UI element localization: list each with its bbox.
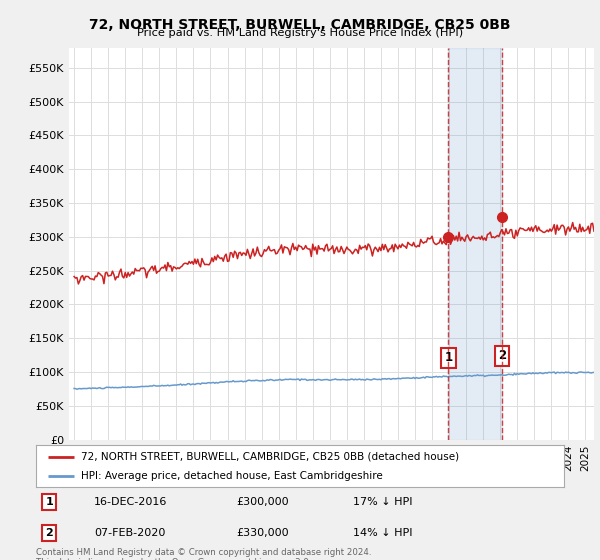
Text: 1: 1 xyxy=(445,351,452,364)
Text: 1: 1 xyxy=(46,497,53,507)
Text: £330,000: £330,000 xyxy=(236,528,289,538)
Text: 2: 2 xyxy=(46,528,53,538)
Text: Price paid vs. HM Land Registry's House Price Index (HPI): Price paid vs. HM Land Registry's House … xyxy=(137,28,463,38)
Text: £300,000: £300,000 xyxy=(236,497,289,507)
Text: 16-DEC-2016: 16-DEC-2016 xyxy=(94,497,167,507)
Text: 07-FEB-2020: 07-FEB-2020 xyxy=(94,528,166,538)
Text: 2: 2 xyxy=(498,349,506,362)
Text: Contains HM Land Registry data © Crown copyright and database right 2024.
This d: Contains HM Land Registry data © Crown c… xyxy=(36,548,371,560)
Text: 72, NORTH STREET, BURWELL, CAMBRIDGE, CB25 0BB (detached house): 72, NORTH STREET, BURWELL, CAMBRIDGE, CB… xyxy=(81,451,459,461)
Text: HPI: Average price, detached house, East Cambridgeshire: HPI: Average price, detached house, East… xyxy=(81,471,383,481)
Bar xyxy=(448,48,502,440)
Text: 17% ↓ HPI: 17% ↓ HPI xyxy=(353,497,412,507)
Text: 72, NORTH STREET, BURWELL, CAMBRIDGE, CB25 0BB: 72, NORTH STREET, BURWELL, CAMBRIDGE, CB… xyxy=(89,18,511,32)
Text: 14% ↓ HPI: 14% ↓ HPI xyxy=(353,528,412,538)
